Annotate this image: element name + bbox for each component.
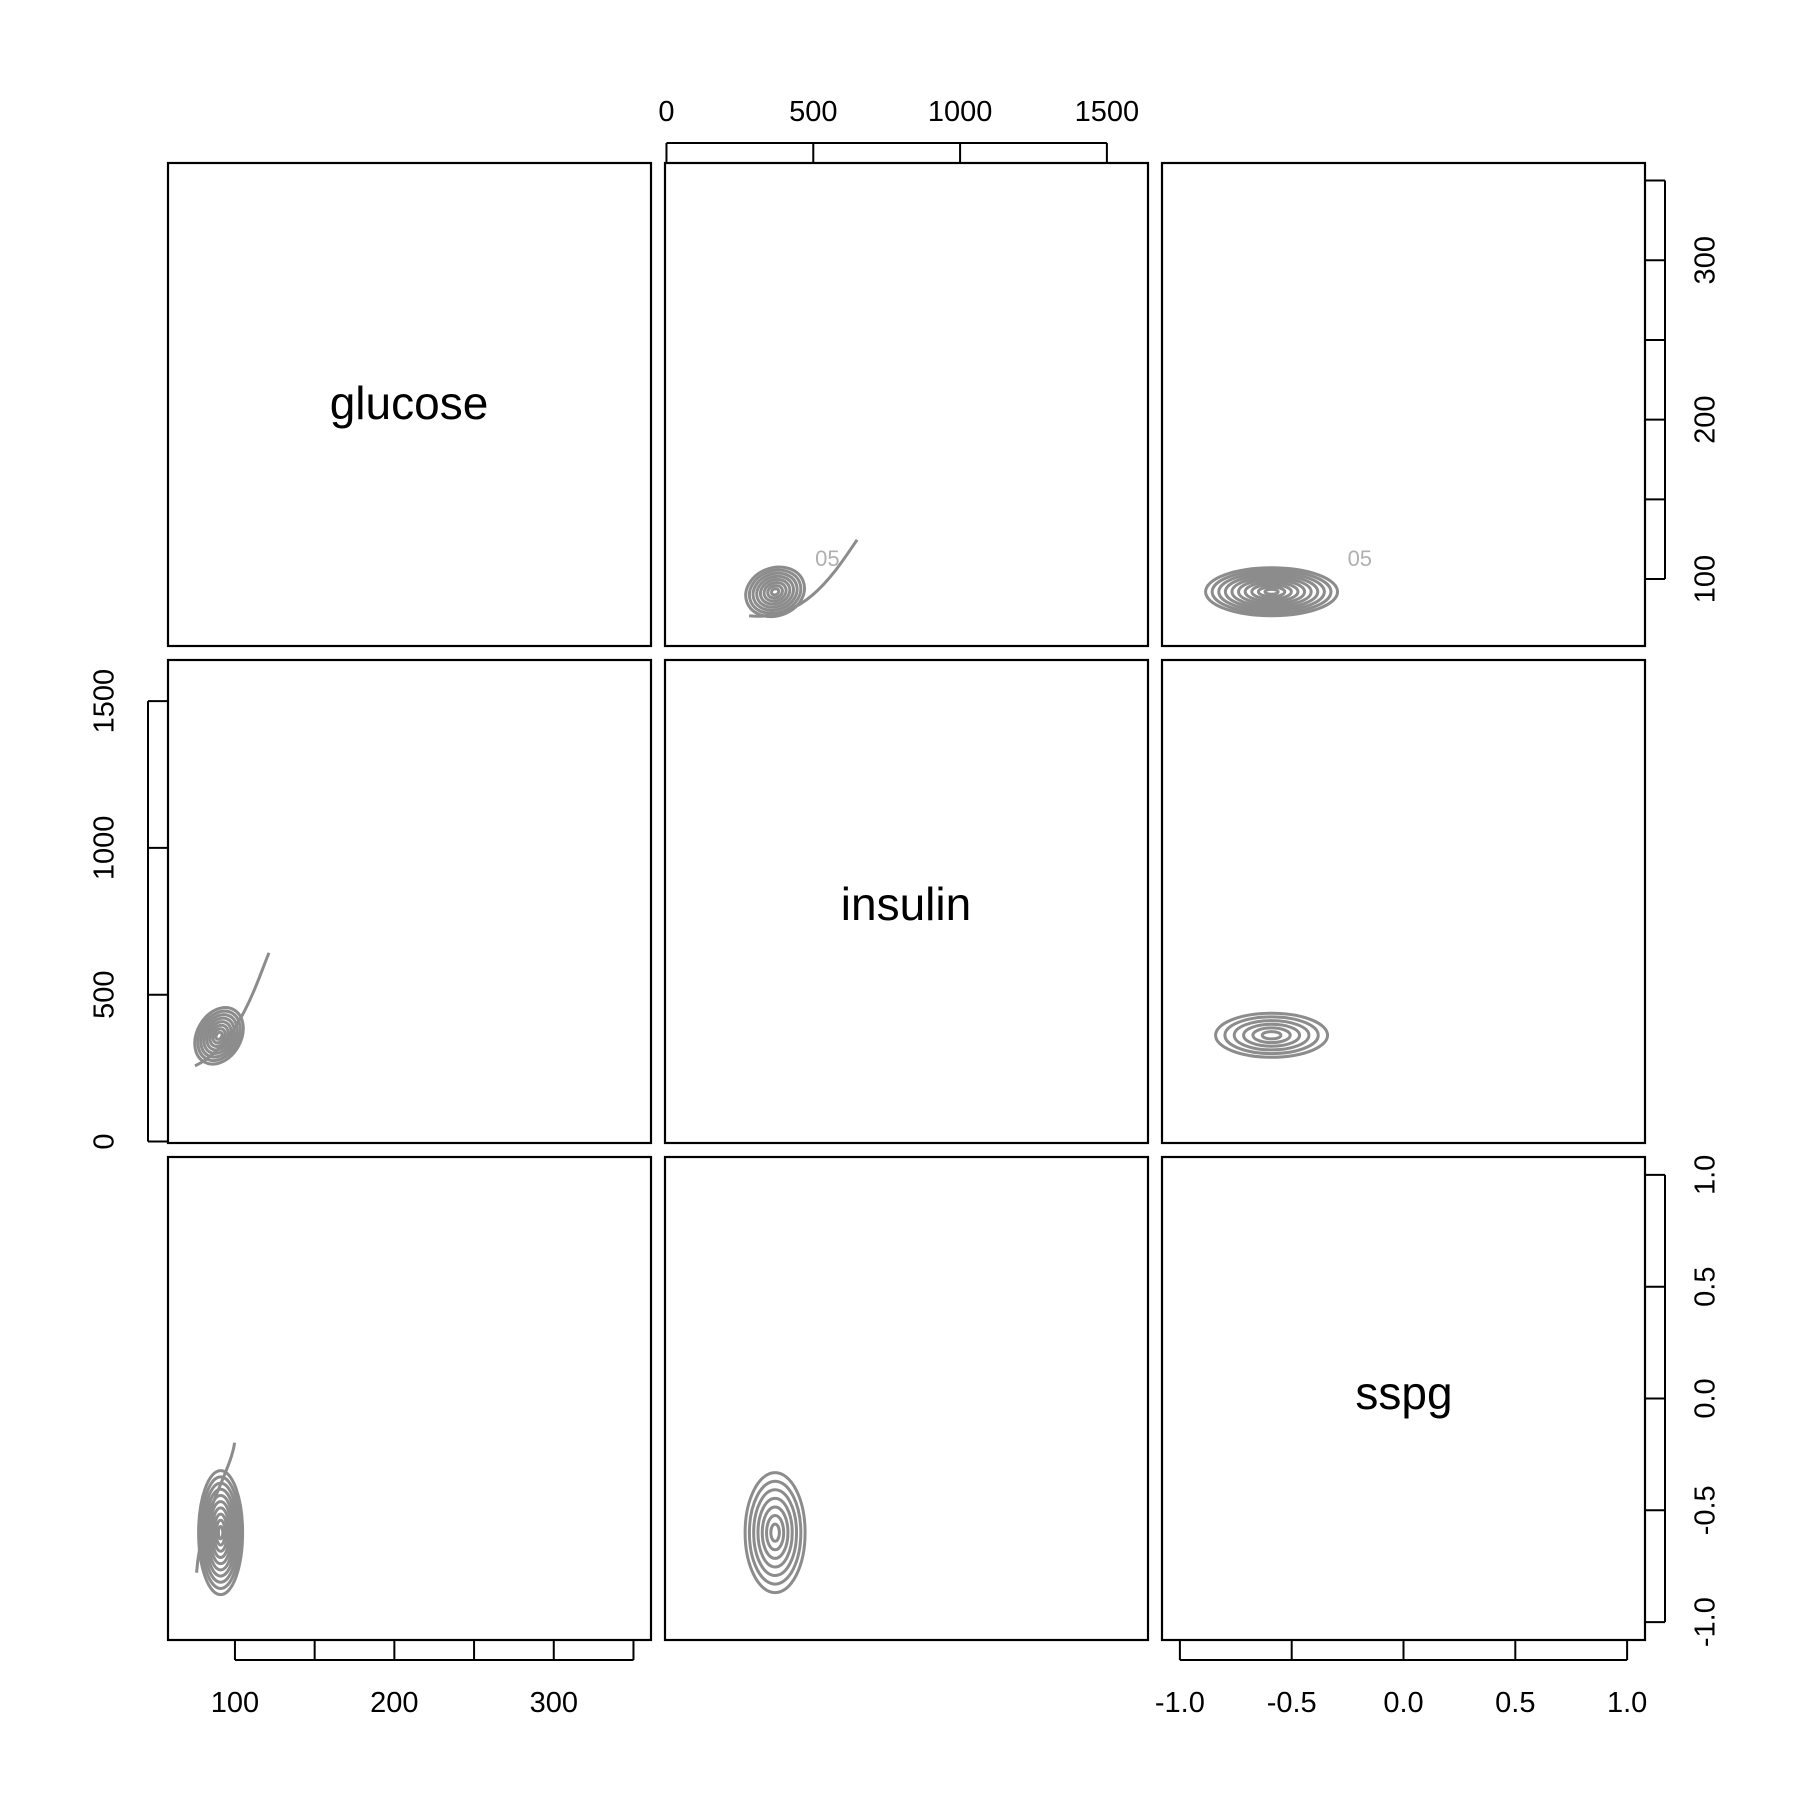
- contour-line: [1230, 575, 1313, 608]
- bottom-right-tick-label: -0.5: [1267, 1687, 1317, 1719]
- var-label-insulin: insulin: [841, 878, 971, 930]
- contour-line: [208, 1500, 234, 1566]
- top-tick-label: 1500: [1075, 96, 1140, 128]
- var-label-sspg: sspg: [1355, 1367, 1452, 1419]
- bottom-right-tick-label: -1.0: [1155, 1687, 1205, 1719]
- left-middle-tick-label: 1500: [89, 669, 121, 734]
- contour-line: [769, 1522, 781, 1543]
- bottom-left-tick-label: 100: [211, 1687, 259, 1719]
- panel-frame-2-1: [663, 1155, 1150, 1642]
- contour-line: [743, 1471, 807, 1595]
- panel-frame-0-2: [1160, 161, 1647, 648]
- panel-frame-0-0: [166, 161, 653, 648]
- contour-line: [214, 1518, 227, 1547]
- contour-line: [756, 1496, 794, 1569]
- panel-frame-2-0: [166, 1155, 653, 1642]
- contour-line: [199, 1013, 239, 1059]
- contour-line: [203, 1487, 238, 1578]
- contour-line: [205, 1020, 233, 1052]
- contour-line: [769, 587, 781, 597]
- contour-tail: [748, 538, 859, 618]
- contour-panel-sspg-insulin: [1214, 1011, 1330, 1059]
- contour-line: [758, 577, 792, 606]
- contour-line: [1251, 1026, 1292, 1045]
- contour-line: [1214, 1011, 1330, 1059]
- right-bottom-tick-label: 1.0: [1690, 1155, 1722, 1195]
- contour-line: [211, 1027, 227, 1045]
- var-label-glucose: glucose: [330, 377, 489, 429]
- contour-line: [1210, 568, 1333, 615]
- right-top-tick-label: 200: [1690, 395, 1722, 443]
- right-bottom-tick-label: -0.5: [1690, 1485, 1722, 1535]
- contour-line: [214, 1030, 224, 1041]
- contour-line: [1243, 580, 1300, 603]
- contour-line: [1256, 585, 1287, 599]
- contour-line: [1204, 566, 1340, 618]
- contour-line: [747, 1479, 803, 1586]
- variable-labels: glucose insulin sspg: [330, 377, 1453, 1419]
- contour-line: [1217, 571, 1326, 613]
- contour-level-label: 05: [1348, 546, 1372, 571]
- top-tick-label: 0: [658, 96, 674, 128]
- contour-line: [202, 1016, 236, 1055]
- panel-frame-0-1: [663, 161, 1150, 648]
- contour-line: [1232, 1019, 1311, 1052]
- contour-line: [1250, 583, 1293, 601]
- bottom-left-tick-label: 300: [530, 1687, 578, 1719]
- contour-line: [755, 574, 795, 609]
- contour-line: [766, 584, 784, 600]
- panel-frame-1-0: [166, 658, 653, 1145]
- contour-panel-glucose-insulin: [193, 952, 271, 1068]
- contour-panel-sspg-glucose: 05: [1204, 546, 1372, 618]
- contour-line: [1237, 578, 1307, 606]
- contour-layer: 05 05: [193, 538, 1372, 1597]
- contour-line: [1260, 1030, 1283, 1041]
- contour-tail: [194, 952, 271, 1068]
- bottom-right-tick-label: 0.5: [1495, 1687, 1535, 1719]
- contour-line: [210, 1506, 231, 1559]
- contour-line: [765, 1514, 786, 1552]
- bottom-left-tick-label: 200: [370, 1687, 418, 1719]
- contour-line: [1223, 573, 1320, 611]
- contour-line: [762, 581, 788, 603]
- panel-frame-1-1: [663, 658, 1150, 1145]
- contour-line: [197, 1469, 245, 1597]
- contour-panel-insulin-glucose: 05: [744, 538, 859, 619]
- left-middle-tick-label: 500: [89, 971, 121, 1019]
- right-bottom-tick-label: -1.0: [1690, 1597, 1722, 1647]
- top-tick-label: 500: [789, 96, 837, 128]
- panel-frame-1-2: [1160, 658, 1647, 1145]
- bottom-right-tick-label: 0.0: [1383, 1687, 1423, 1719]
- contour-line: [193, 1006, 245, 1066]
- contour-line: [744, 565, 806, 619]
- left-middle-tick-label: 1000: [89, 816, 121, 881]
- left-middle-tick-label: 0: [89, 1133, 121, 1149]
- contour-line: [212, 1512, 229, 1553]
- contour-panel-glucose-sspg: [195, 1442, 245, 1597]
- contour-panel-insulin-sspg: [743, 1471, 807, 1595]
- contour-line: [1242, 1022, 1302, 1048]
- contour-level-label: 05: [815, 546, 839, 571]
- contour-line: [205, 1493, 236, 1572]
- contour-tail: [195, 1442, 237, 1573]
- right-top-tick-label: 100: [1690, 555, 1722, 603]
- contour-line: [1263, 587, 1280, 596]
- contour-line: [751, 571, 799, 612]
- contour-line: [216, 1524, 225, 1541]
- bottom-right-tick-label: 1.0: [1607, 1687, 1647, 1719]
- top-tick-label: 1000: [928, 96, 993, 128]
- contour-line: [752, 1488, 799, 1578]
- right-top-tick-label: 300: [1690, 236, 1722, 284]
- contour-line: [199, 1475, 242, 1590]
- contour-line: [1223, 1015, 1320, 1056]
- contour-line: [760, 1505, 790, 1560]
- right-bottom-tick-label: 0.5: [1690, 1267, 1722, 1307]
- right-bottom-tick-label: 0.0: [1690, 1378, 1722, 1418]
